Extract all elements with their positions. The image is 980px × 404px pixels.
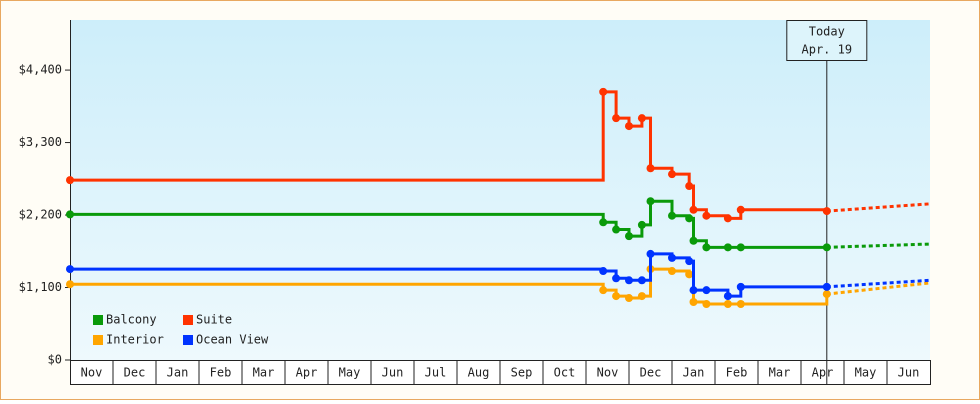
forecast-line: [826, 281, 931, 296]
price-point: [599, 218, 608, 227]
x-tick-label: May: [339, 366, 361, 380]
legend-label: Interior: [106, 333, 164, 347]
price-point: [646, 249, 655, 258]
price-point: [637, 292, 646, 301]
x-tick-label: Oct: [554, 366, 576, 380]
price-point: [689, 286, 698, 295]
price-point: [637, 276, 646, 285]
price-point: [668, 211, 676, 220]
x-tick-label: Jun: [898, 366, 920, 380]
forecast-line: [826, 242, 931, 249]
price-point: [646, 197, 655, 206]
legend-swatch: [183, 335, 193, 345]
price-point: [646, 164, 655, 173]
x-tick-label: Apr: [812, 366, 834, 380]
legend-swatch: [93, 335, 103, 345]
price-point: [625, 232, 633, 241]
price-point: [822, 282, 831, 291]
price-point: [637, 220, 646, 229]
today-label: Today: [809, 25, 845, 39]
x-tick-label: Mar: [253, 366, 275, 380]
x-tick-label: Feb: [726, 366, 748, 380]
price-point: [822, 290, 831, 299]
price-point: [599, 87, 608, 96]
price-point: [723, 299, 732, 308]
legend-swatch: [183, 315, 193, 325]
x-tick-label: Dec: [640, 366, 662, 380]
forecast-line: [826, 202, 931, 213]
plot-area: [70, 20, 930, 360]
price-point: [723, 214, 732, 223]
price-point: [689, 298, 698, 307]
x-tick-label: Nov: [597, 366, 619, 380]
price-point: [702, 299, 711, 308]
price-point: [702, 286, 711, 295]
x-tick-label: Aug: [468, 366, 490, 380]
y-tick-label: $0: [48, 353, 62, 367]
price-point: [685, 182, 694, 191]
price-point: [702, 211, 711, 220]
price-point: [723, 292, 732, 301]
x-tick-label: Apr: [296, 366, 318, 380]
today-label: Apr. 19: [802, 43, 853, 57]
x-tick-label: Sep: [511, 366, 533, 380]
price-point: [66, 265, 74, 274]
price-point: [66, 176, 74, 185]
price-point: [689, 236, 698, 245]
forecast-line: [826, 278, 931, 289]
price-point: [612, 274, 621, 283]
legend-label: Suite: [196, 313, 232, 327]
price-point: [668, 267, 676, 276]
price-point: [685, 214, 694, 223]
y-tick-label: $1,100: [19, 280, 62, 294]
price-point: [599, 286, 608, 295]
x-tick-label: Mar: [769, 366, 791, 380]
price-point: [625, 122, 633, 131]
legend-swatch: [93, 315, 103, 325]
price-point: [736, 205, 745, 214]
price-point: [689, 205, 698, 214]
price-point: [702, 243, 711, 252]
price-point: [612, 225, 621, 234]
price-point: [736, 299, 745, 308]
price-point: [736, 282, 745, 291]
price-point: [625, 276, 633, 285]
price-point: [736, 243, 745, 252]
price-point: [685, 270, 694, 279]
x-tick-label: Nov: [81, 366, 103, 380]
price-point: [668, 170, 676, 179]
x-tick-label: Jan: [683, 366, 705, 380]
x-tick-label: May: [855, 366, 877, 380]
y-tick-label: $2,200: [19, 208, 62, 222]
price-point: [612, 114, 621, 123]
price-point: [822, 207, 831, 216]
price-point: [612, 292, 621, 301]
price-point: [599, 267, 608, 276]
price-point: [66, 280, 74, 289]
price-point: [625, 294, 633, 303]
price-point: [723, 243, 732, 252]
x-tick-label: Jul: [425, 366, 447, 380]
price-point: [685, 257, 694, 266]
legend-label: Balcony: [106, 313, 157, 327]
x-tick-label: Jun: [382, 366, 404, 380]
y-tick-label: $4,400: [19, 63, 62, 77]
x-tick-label: Jan: [167, 366, 189, 380]
y-tick-label: $3,300: [19, 135, 62, 149]
price-point: [637, 114, 646, 123]
price-point: [668, 253, 676, 262]
today-box: [786, 20, 868, 61]
x-tick-label: Feb: [210, 366, 232, 380]
legend-label: Ocean View: [196, 333, 269, 347]
x-tick-label: Dec: [124, 366, 146, 380]
price-point: [822, 243, 831, 252]
price-point: [66, 210, 74, 219]
